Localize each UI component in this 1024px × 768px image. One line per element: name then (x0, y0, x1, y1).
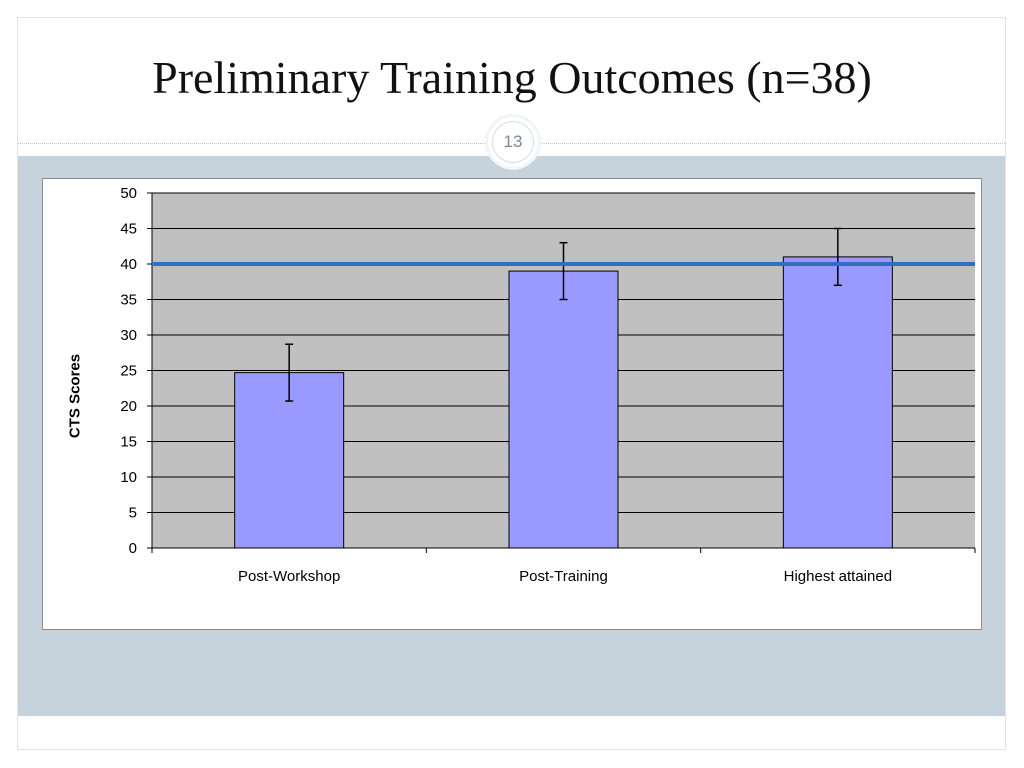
y-tick-label: 45 (120, 221, 137, 238)
page-number: 13 (492, 121, 534, 163)
x-category-label: Post-Workshop (238, 568, 340, 585)
y-tick-label: 35 (120, 292, 137, 309)
y-tick-label: 20 (120, 398, 137, 415)
bar (234, 372, 345, 549)
bar (782, 256, 893, 549)
slide-title: Preliminary Training Outcomes (n=38) (152, 52, 872, 103)
y-tick-label: 40 (120, 256, 137, 273)
page-number-badge: 13 (488, 117, 538, 167)
y-axis-title: CTS Scores (66, 353, 84, 439)
y-tick-label: 25 (120, 363, 137, 380)
y-tick-label: 50 (120, 185, 137, 202)
y-tick-label: 0 (129, 540, 137, 557)
x-category-label: Highest attained (784, 568, 892, 585)
y-tick-label: 10 (120, 469, 137, 486)
x-category-label: Post-Training (519, 568, 608, 585)
bar (508, 270, 619, 549)
y-tick-label: 5 (129, 505, 137, 522)
y-tick-label: 30 (120, 327, 137, 344)
y-tick-label: 15 (120, 434, 137, 451)
